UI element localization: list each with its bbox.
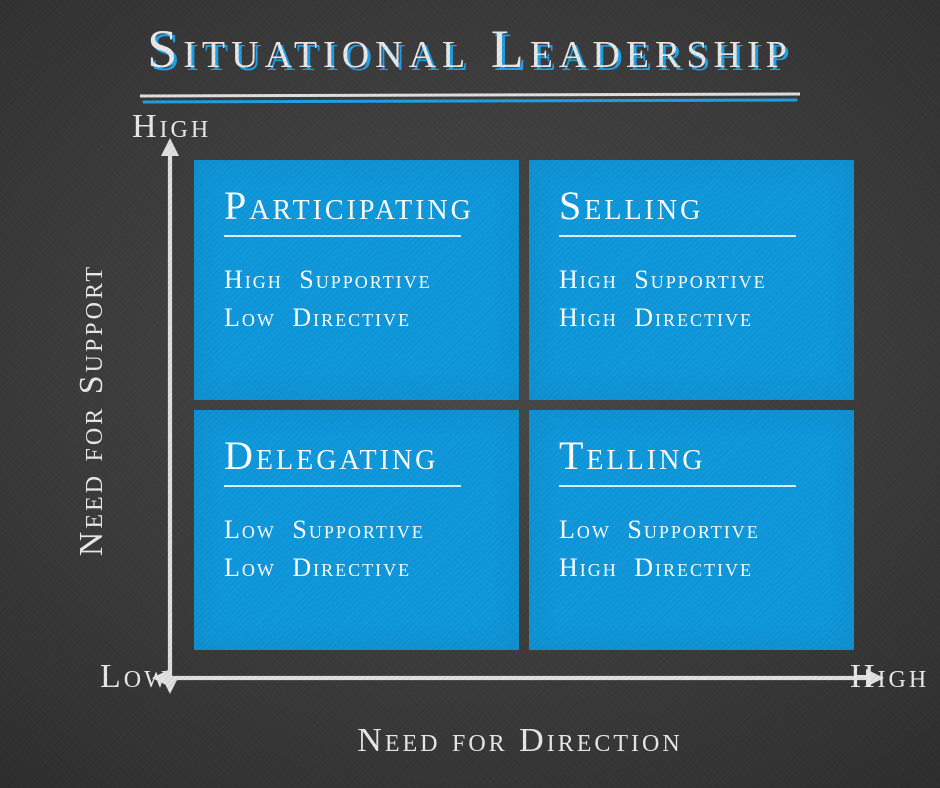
quadrant-line1: High Supportive (559, 265, 828, 295)
quadrant-underline-icon (559, 235, 796, 237)
quadrant-title: Selling (559, 182, 828, 229)
title-underline-icon (140, 92, 800, 104)
title-front-text: Situational Leadership (147, 19, 792, 79)
quadrant-telling: Telling Low Supportive High Directive (529, 410, 854, 650)
quadrant-line2: Low Directive (224, 553, 493, 583)
quadrant-title: Telling (559, 432, 828, 479)
quadrant-participating: Participating High Supportive Low Direct… (194, 160, 519, 400)
diagram-title-wrap: Situational Leadership Situational Leade… (0, 18, 940, 80)
quadrant-underline-icon (224, 235, 461, 237)
quadrant-line1: Low Supportive (224, 515, 493, 545)
quadrant-selling: Selling High Supportive High Directive (529, 160, 854, 400)
diagram-title: Situational Leadership Situational Leade… (147, 18, 792, 80)
axis-low-label: Low (100, 658, 170, 696)
quadrant-line2: High Directive (559, 303, 828, 333)
x-axis-title: Need for Direction (357, 722, 682, 760)
y-axis-title: Need for Support (73, 264, 111, 556)
quadrant-delegating: Delegating Low Supportive Low Directive (194, 410, 519, 650)
quadrant-line2: Low Directive (224, 303, 493, 333)
quadrant-underline-icon (224, 485, 461, 487)
quadrant-line2: High Directive (559, 553, 828, 583)
quadrant-line1: Low Supportive (559, 515, 828, 545)
quadrant-title: Delegating (224, 432, 493, 479)
quadrant-grid: Participating High Supportive Low Direct… (194, 160, 854, 650)
x-axis-line (168, 676, 868, 680)
x-axis-high-label: High (850, 658, 929, 696)
quadrant-line1: High Supportive (224, 265, 493, 295)
y-axis-high-label: High (132, 108, 211, 146)
quadrant-underline-icon (559, 485, 796, 487)
quadrant-title: Participating (224, 182, 493, 229)
chalkboard-canvas: Situational Leadership Situational Leade… (0, 0, 940, 788)
y-axis-line (168, 150, 172, 680)
